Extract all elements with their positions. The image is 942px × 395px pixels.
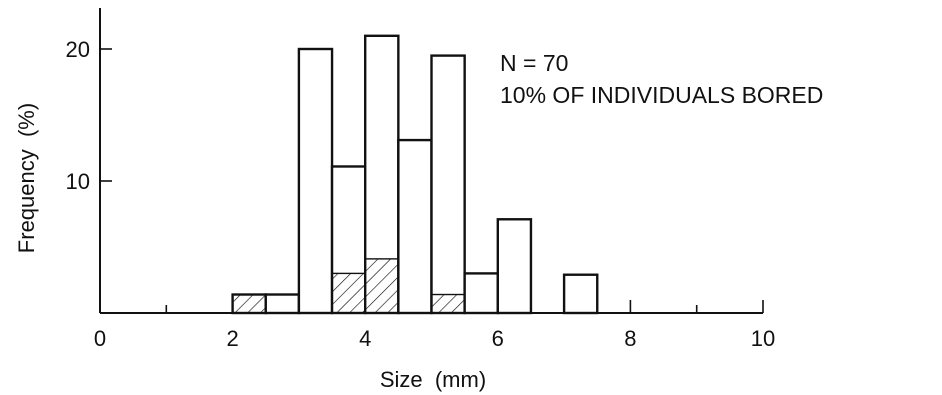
x-axis-ticks: 0 2 4 6 8 10 xyxy=(94,300,775,351)
x-tick-label-1: 2 xyxy=(226,326,238,351)
y-tick-label-1: 20 xyxy=(66,37,90,62)
x-tick-label-0: 0 xyxy=(94,326,106,351)
bored-percentage-annotation: 10% OF INDIVIDUALS BORED xyxy=(500,82,823,108)
x-axis-title: Size (mm) xyxy=(380,367,486,392)
bored-bar-3 xyxy=(331,272,366,314)
y-axis-ticks: 10 20 xyxy=(66,37,112,194)
bar-1 xyxy=(264,293,301,315)
y-axis-title: Frequency (%) xyxy=(14,103,39,253)
bar-9 xyxy=(562,273,599,315)
bar-6 xyxy=(430,54,466,315)
sample-size-annotation: N = 70 xyxy=(500,50,568,76)
x-tick-label-4: 8 xyxy=(624,326,636,351)
y-tick-label-0: 10 xyxy=(66,169,90,194)
bar-8 xyxy=(496,218,533,315)
bar-2 xyxy=(297,47,334,315)
bar-5 xyxy=(397,138,433,315)
bored-bar-6 xyxy=(430,293,466,314)
x-tick-label-3: 6 xyxy=(492,326,504,351)
x-tick-label-2: 4 xyxy=(359,326,371,351)
x-tick-label-5: 10 xyxy=(751,326,775,351)
bar-7 xyxy=(463,272,499,315)
bored-bars xyxy=(231,258,466,314)
bored-bar-0 xyxy=(231,293,267,314)
bored-bar-4 xyxy=(364,258,400,314)
histogram-bars xyxy=(231,34,599,315)
